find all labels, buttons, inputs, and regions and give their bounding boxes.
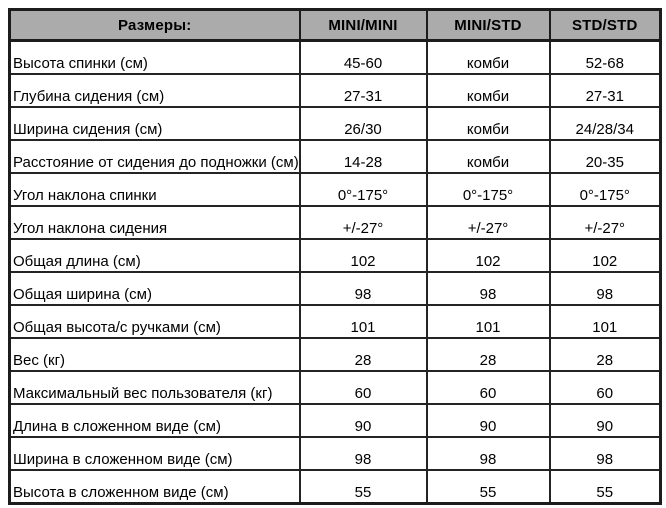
value-std-std: 98 <box>548 436 662 471</box>
value-std-std: 55 <box>548 469 662 505</box>
row-label: Высота спинки (см) <box>8 39 301 75</box>
row-label: Общая длина (см) <box>8 238 301 273</box>
value-mini-mini: 55 <box>298 469 428 505</box>
row-label: Ширина сидения (см) <box>8 106 301 141</box>
value-mini-mini: 45-60 <box>298 39 428 75</box>
value-std-std: 24/28/34 <box>548 106 662 141</box>
header-cell-std-std: STD/STD <box>548 8 662 42</box>
table-row: Высота в сложенном виде (см) 55 55 55 <box>8 469 662 505</box>
table-row: Угол наклона спинки 0°-175° 0°-175° 0°-1… <box>8 172 662 207</box>
value-mini-mini: 90 <box>298 403 428 438</box>
value-std-std: 52-68 <box>548 39 662 75</box>
value-mini-std: комби <box>425 139 551 174</box>
value-mini-std: комби <box>425 39 551 75</box>
value-mini-std: комби <box>425 106 551 141</box>
table-row: Расстояние от сидения до подножки (см) 1… <box>8 139 662 174</box>
value-mini-std: 55 <box>425 469 551 505</box>
value-mini-std: 98 <box>425 271 551 306</box>
value-std-std: 90 <box>548 403 662 438</box>
table-row: Общая ширина (см) 98 98 98 <box>8 271 662 306</box>
value-mini-mini: 98 <box>298 271 428 306</box>
value-mini-mini: 28 <box>298 337 428 372</box>
value-std-std: 28 <box>548 337 662 372</box>
value-std-std: 101 <box>548 304 662 339</box>
table-row: Общая длина (см) 102 102 102 <box>8 238 662 273</box>
table-row: Общая высота/с ручками (см) 101 101 101 <box>8 304 662 339</box>
table-row: Ширина сидения (см) 26/30 комби 24/28/34 <box>8 106 662 141</box>
value-mini-std: 102 <box>425 238 551 273</box>
value-mini-mini: 14-28 <box>298 139 428 174</box>
row-label: Общая высота/с ручками (см) <box>8 304 301 339</box>
table-body: Высота спинки (см) 45-60 комби 52-68 Глу… <box>8 39 662 505</box>
table-row: Высота спинки (см) 45-60 комби 52-68 <box>8 39 662 75</box>
value-mini-std: 0°-175° <box>425 172 551 207</box>
table-row: Угол наклона сидения +/-27° +/-27° +/-27… <box>8 205 662 240</box>
value-mini-std: +/-27° <box>425 205 551 240</box>
row-label: Ширина в сложенном виде (см) <box>8 436 301 471</box>
table-row: Вес (кг) 28 28 28 <box>8 337 662 372</box>
value-std-std: 0°-175° <box>548 172 662 207</box>
value-mini-std: 60 <box>425 370 551 405</box>
value-std-std: 20-35 <box>548 139 662 174</box>
value-mini-mini: 60 <box>298 370 428 405</box>
row-label: Угол наклона спинки <box>8 172 301 207</box>
row-label: Высота в сложенном виде (см) <box>8 469 301 505</box>
value-std-std: 27-31 <box>548 73 662 108</box>
value-std-std: 102 <box>548 238 662 273</box>
value-mini-std: 90 <box>425 403 551 438</box>
table-row: Максимальный вес пользователя (кг) 60 60… <box>8 370 662 405</box>
header-cell-mini-std: MINI/STD <box>425 8 551 42</box>
table-row: Длина в сложенном виде (см) 90 90 90 <box>8 403 662 438</box>
value-std-std: 60 <box>548 370 662 405</box>
row-label: Вес (кг) <box>8 337 301 372</box>
value-mini-mini: 0°-175° <box>298 172 428 207</box>
value-mini-mini: 98 <box>298 436 428 471</box>
specs-table: Размеры: MINI/MINI MINI/STD STD/STD Высо… <box>8 8 662 505</box>
row-label: Расстояние от сидения до подножки (см) <box>8 139 301 174</box>
value-mini-std: комби <box>425 73 551 108</box>
value-std-std: 98 <box>548 271 662 306</box>
row-label: Глубина сидения (см) <box>8 73 301 108</box>
value-mini-mini: +/-27° <box>298 205 428 240</box>
value-std-std: +/-27° <box>548 205 662 240</box>
table-row: Глубина сидения (см) 27-31 комби 27-31 <box>8 73 662 108</box>
value-mini-mini: 26/30 <box>298 106 428 141</box>
row-label: Максимальный вес пользователя (кг) <box>8 370 301 405</box>
header-row: Размеры: MINI/MINI MINI/STD STD/STD <box>8 8 662 42</box>
table-row: Ширина в сложенном виде (см) 98 98 98 <box>8 436 662 471</box>
value-mini-mini: 27-31 <box>298 73 428 108</box>
header-cell-mini-mini: MINI/MINI <box>298 8 428 42</box>
row-label: Длина в сложенном виде (см) <box>8 403 301 438</box>
value-mini-std: 101 <box>425 304 551 339</box>
value-mini-std: 98 <box>425 436 551 471</box>
value-mini-mini: 101 <box>298 304 428 339</box>
value-mini-std: 28 <box>425 337 551 372</box>
header-cell-sizes: Размеры: <box>8 8 301 42</box>
value-mini-mini: 102 <box>298 238 428 273</box>
row-label: Общая ширина (см) <box>8 271 301 306</box>
row-label: Угол наклона сидения <box>8 205 301 240</box>
